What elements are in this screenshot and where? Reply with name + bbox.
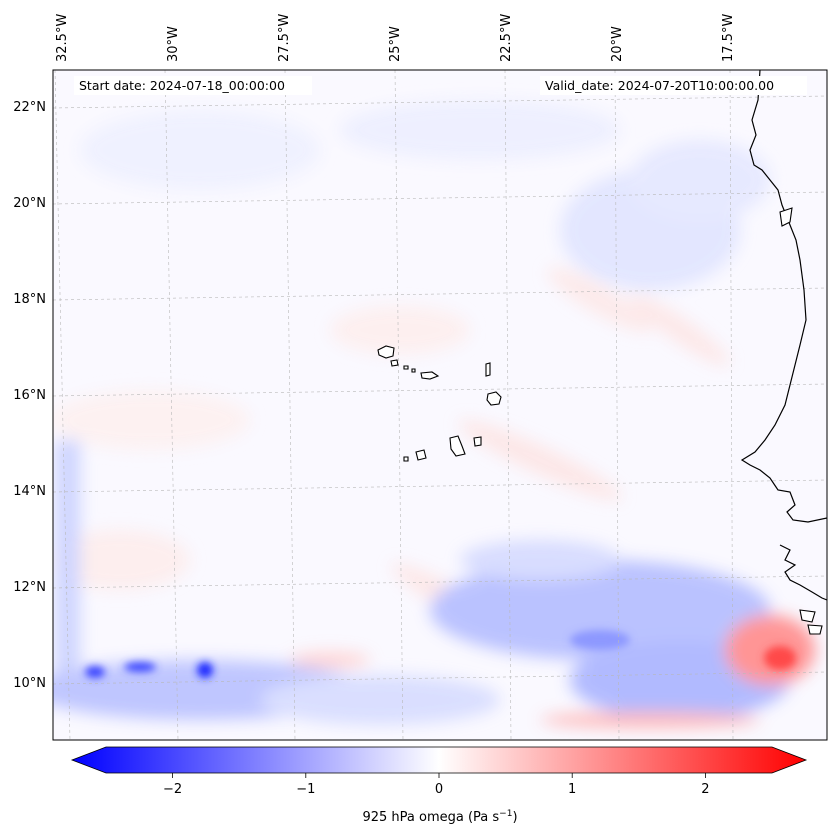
latitude-labels: 22°N 20°N 18°N 16°N 14°N 12°N 10°N bbox=[13, 100, 46, 691]
longitude-labels: 32.5°W 30°W 27.5°W 25°W 22.5°W 20°W 17.5… bbox=[55, 14, 736, 62]
lat-label: 14°N bbox=[13, 484, 46, 499]
colorbar-label: 925 hPa omega (Pa s−1) bbox=[362, 809, 517, 825]
lon-label: 17.5°W bbox=[721, 14, 736, 62]
colorbar-ticks: −2 −1 0 1 2 bbox=[163, 773, 710, 797]
map-frame bbox=[52, 69, 828, 741]
lon-label: 20°W bbox=[610, 26, 625, 62]
colorbar-tick-label: 1 bbox=[568, 782, 576, 797]
lat-label: 18°N bbox=[13, 292, 46, 307]
coast-inlet bbox=[779, 207, 793, 227]
africa-coastline bbox=[740, 70, 827, 601]
omega-field bbox=[53, 70, 827, 740]
lat-label: 20°N bbox=[13, 196, 46, 211]
coast-inlet bbox=[807, 624, 823, 635]
start-date-label: Start date: 2024-07-18_00:00:00 bbox=[79, 78, 285, 93]
colorbar-tick-label: −2 bbox=[163, 782, 182, 797]
colorbar-tick-label: 0 bbox=[435, 782, 443, 797]
colorbar-bar bbox=[70, 746, 808, 774]
colorbar: −2 −1 0 1 2 925 hPa omega (Pa s−1) bbox=[70, 746, 808, 825]
colorbar-tick-label: 2 bbox=[701, 782, 709, 797]
lon-label: 22.5°W bbox=[499, 14, 514, 62]
lon-label: 25°W bbox=[388, 26, 403, 62]
lat-label: 12°N bbox=[13, 580, 46, 595]
start-date-box: Start date: 2024-07-18_00:00:00 bbox=[74, 76, 312, 95]
lat-label: 10°N bbox=[13, 676, 46, 691]
graticule bbox=[53, 70, 827, 740]
cape-verde-islands bbox=[377, 345, 502, 462]
lon-label: 30°W bbox=[166, 26, 181, 62]
lat-label: 22°N bbox=[13, 100, 46, 115]
valid-date-box: Valid_date: 2024-07-20T10:00:00.00 bbox=[540, 76, 807, 95]
coast-inlet bbox=[799, 609, 816, 623]
valid-date-label: Valid_date: 2024-07-20T10:00:00.00 bbox=[545, 78, 774, 93]
lon-label: 27.5°W bbox=[277, 14, 292, 62]
lat-label: 16°N bbox=[13, 388, 46, 403]
lon-label: 32.5°W bbox=[55, 14, 70, 62]
colorbar-tick-label: −1 bbox=[296, 782, 315, 797]
